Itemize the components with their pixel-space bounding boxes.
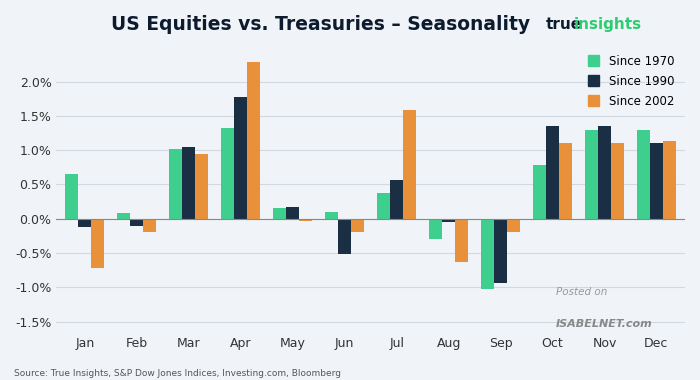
Bar xyxy=(403,111,416,219)
Bar xyxy=(481,219,494,289)
Bar xyxy=(247,62,260,219)
Bar xyxy=(338,219,351,255)
Bar xyxy=(326,212,338,219)
Text: ISABELNET.com: ISABELNET.com xyxy=(556,319,653,329)
Text: Source: True Insights, S&P Dow Jones Indices, Investing.com, Bloomberg: Source: True Insights, S&P Dow Jones Ind… xyxy=(14,369,341,378)
Bar xyxy=(390,180,403,219)
Bar xyxy=(66,174,78,219)
Bar xyxy=(650,143,663,219)
Bar xyxy=(195,154,209,219)
Bar xyxy=(442,219,455,222)
Bar xyxy=(546,125,559,219)
Bar xyxy=(637,130,650,219)
Bar xyxy=(533,165,546,219)
Bar xyxy=(78,219,92,227)
Bar xyxy=(130,219,143,226)
Bar xyxy=(182,147,195,219)
Title: US Equities vs. Treasuries – Seasonality: US Equities vs. Treasuries – Seasonality xyxy=(111,15,530,34)
Bar xyxy=(144,219,156,233)
Legend: Since 1970, Since 1990, Since 2002: Since 1970, Since 1990, Since 2002 xyxy=(583,50,679,112)
Text: Posted on: Posted on xyxy=(556,287,608,298)
Bar xyxy=(377,193,390,219)
Bar xyxy=(507,219,520,233)
Bar xyxy=(273,209,286,219)
Bar xyxy=(299,219,312,221)
Bar xyxy=(455,219,468,262)
Bar xyxy=(234,97,247,219)
Bar xyxy=(585,130,598,219)
Bar xyxy=(118,213,130,219)
Bar xyxy=(559,143,572,219)
Bar xyxy=(429,219,442,239)
Bar xyxy=(169,149,182,219)
Bar xyxy=(494,219,507,283)
Text: insights: insights xyxy=(574,17,642,32)
Bar xyxy=(611,143,624,219)
Bar xyxy=(286,207,299,219)
Bar xyxy=(351,219,364,233)
Bar xyxy=(221,128,234,219)
Bar xyxy=(663,141,676,219)
Bar xyxy=(92,219,104,268)
Bar xyxy=(598,125,611,219)
Text: true: true xyxy=(546,17,582,32)
